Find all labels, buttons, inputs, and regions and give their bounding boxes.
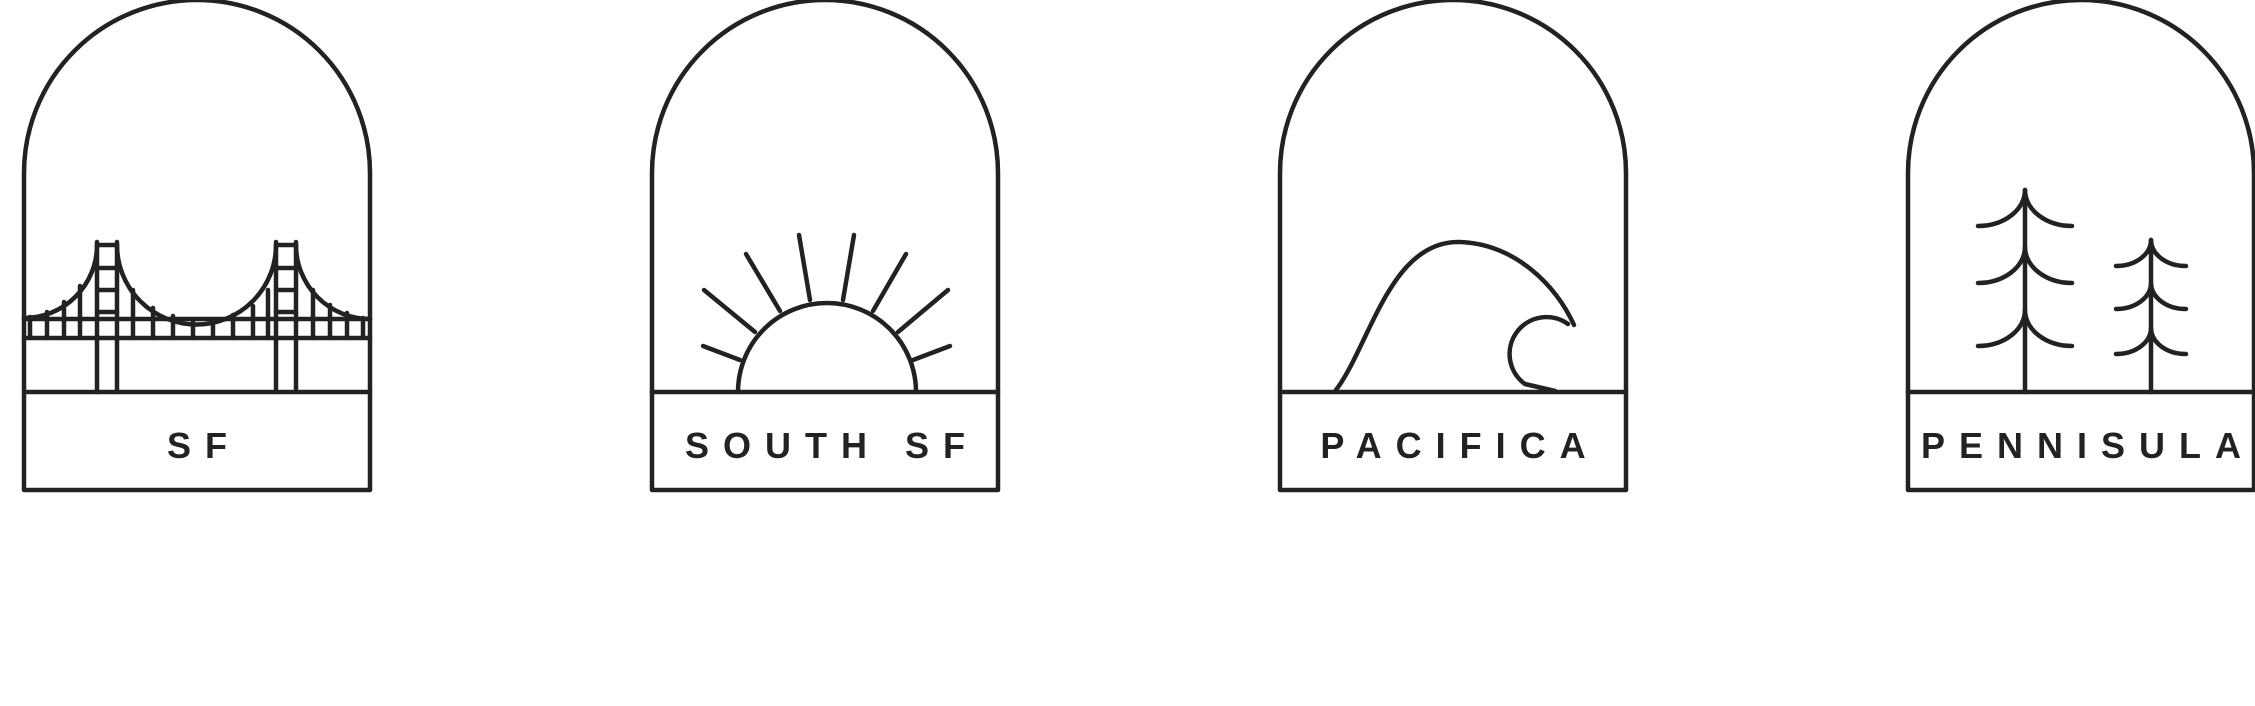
- badge-frame: [1277, 0, 1629, 493]
- badge-label-pennisula: PENNISULA: [1921, 425, 2255, 466]
- badge-label-south-sf: SOUTH SF: [685, 425, 979, 466]
- badge-pacifica: [1277, 0, 1629, 493]
- ocean-wave-icon: [1333, 239, 1577, 394]
- golden-gate-bridge-icon: [21, 239, 373, 395]
- rising-sun-icon: [700, 232, 953, 395]
- badge-label-pacifica: PACIFICA: [1320, 425, 1599, 466]
- badge-frame: [649, 0, 1001, 493]
- badge-pennisula: [1905, 0, 2255, 493]
- badge-south-sf: [649, 0, 1001, 493]
- badge-frame: [21, 0, 373, 493]
- pine-trees-icon: [1975, 187, 2189, 395]
- badge-label-sf: SF: [167, 425, 241, 466]
- badge-frame: [1905, 0, 2255, 493]
- badge-sf: [21, 0, 373, 493]
